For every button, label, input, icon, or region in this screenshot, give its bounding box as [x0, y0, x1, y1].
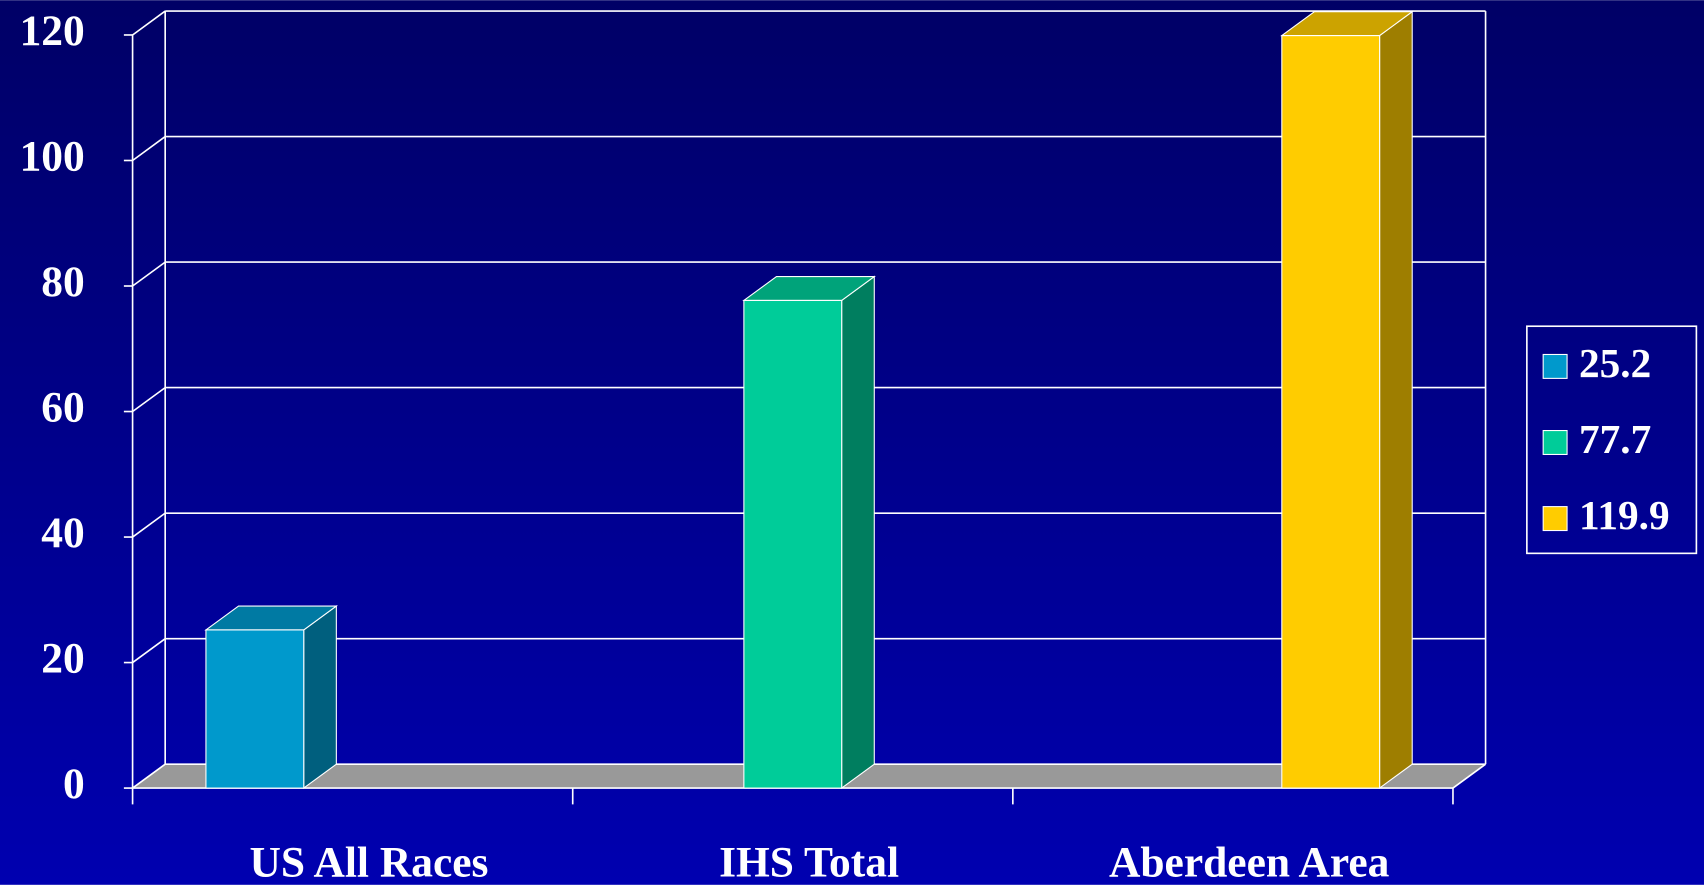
bar-side [303, 604, 337, 790]
y-tick-label: 60 [41, 383, 84, 431]
grid-line-side [132, 637, 166, 664]
y-tick-label: 120 [20, 7, 85, 55]
legend-label: 77.7 [1579, 416, 1651, 462]
y-tick-label: 100 [20, 132, 85, 180]
y-tick-label: 0 [63, 760, 85, 808]
bar-side [1379, 10, 1413, 790]
x-tick-label: Aberdeen Area [1109, 838, 1390, 885]
bar [743, 299, 843, 789]
bar [1281, 35, 1381, 789]
legend-label: 25.2 [1579, 340, 1651, 386]
floor-edge [1452, 763, 1487, 789]
bar-side [841, 275, 875, 790]
grid-line-side [132, 512, 166, 538]
legend-label: 119.9 [1579, 492, 1670, 538]
grid-line-side [132, 10, 166, 36]
x-tick-label: IHS Total [719, 838, 899, 885]
grid-line-side [132, 763, 166, 789]
y-tick-label: 80 [41, 258, 84, 306]
y-tick-label: 20 [41, 635, 84, 683]
y-tick-label: 40 [41, 509, 84, 557]
grid-line-side [132, 386, 166, 413]
grid-line-side [132, 261, 166, 287]
legend-swatch [1542, 430, 1568, 455]
x-tick-label: US All Races [249, 838, 488, 885]
bar [205, 629, 305, 789]
legend-box [1526, 325, 1698, 555]
grid-line-side [132, 135, 166, 162]
legend-swatch [1542, 353, 1568, 379]
legend-swatch [1542, 506, 1568, 532]
